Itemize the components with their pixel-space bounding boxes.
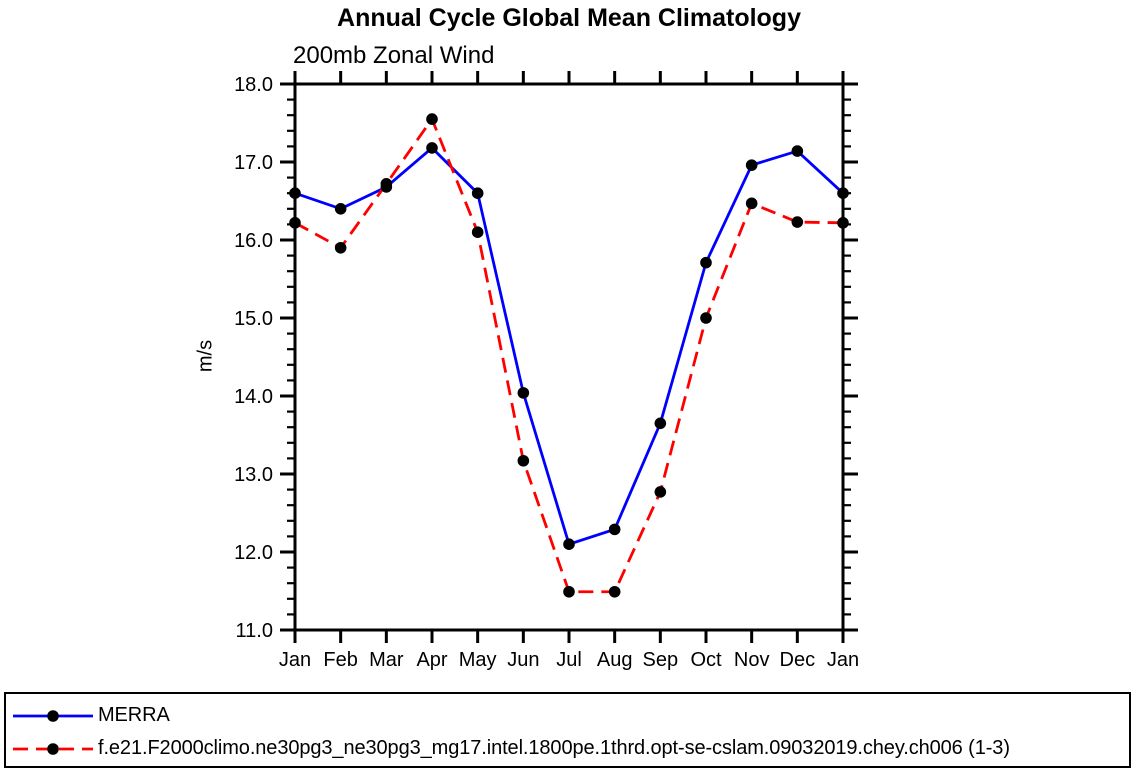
legend-label-merra: MERRA [98, 704, 170, 726]
merra-line-sample-icon [13, 709, 93, 722]
svg-text:16.0: 16.0 [234, 230, 273, 252]
legend-label-model: f.e21.F2000climo.ne30pg3_ne30pg3_mg17.in… [98, 737, 1010, 759]
svg-text:Nov: Nov [734, 649, 770, 671]
legend-item-model: f.e21.F2000climo.ne30pg3_ne30pg3_mg17.in… [10, 732, 1129, 765]
legend-item-merra: MERRA [10, 699, 1129, 732]
svg-text:Apr: Apr [416, 649, 447, 671]
legend-box: MERRA f.e21.F2000climo.ne30pg3_ne30pg3_m… [4, 692, 1131, 768]
model-marker-dot-icon [47, 742, 59, 755]
svg-text:Dec: Dec [780, 649, 816, 671]
chart-title: Annual Cycle Global Mean Climatology [337, 4, 801, 32]
svg-text:Jul: Jul [556, 649, 582, 671]
chart-subtitle: 200mb Zonal Wind [293, 42, 495, 69]
svg-text:May: May [459, 649, 497, 671]
svg-text:Sep: Sep [643, 649, 679, 671]
svg-text:Oct: Oct [690, 649, 722, 671]
svg-text:Aug: Aug [597, 649, 633, 671]
svg-text:12.0: 12.0 [234, 542, 273, 564]
svg-text:Jan: Jan [279, 649, 311, 671]
svg-text:14.0: 14.0 [234, 386, 273, 408]
merra-marker-dot-icon [47, 709, 59, 722]
svg-text:11.0: 11.0 [236, 620, 273, 642]
model-line-sample-icon [13, 742, 93, 755]
svg-text:18.0: 18.0 [234, 74, 273, 96]
svg-text:Jun: Jun [507, 649, 539, 671]
plot-canvas: 11.0 12.0 13.0 14.0 15.0 16.0 17.0 18.0 Jan Feb Ma… [234, 71, 859, 671]
svg-text:17.0: 17.0 [234, 152, 273, 174]
svg-text:Mar: Mar [369, 649, 404, 671]
svg-text:Feb: Feb [323, 649, 357, 671]
svg-text:15.0: 15.0 [234, 308, 273, 330]
svg-text:13.0: 13.0 [234, 464, 273, 486]
svg-text:Jan: Jan [827, 649, 859, 671]
